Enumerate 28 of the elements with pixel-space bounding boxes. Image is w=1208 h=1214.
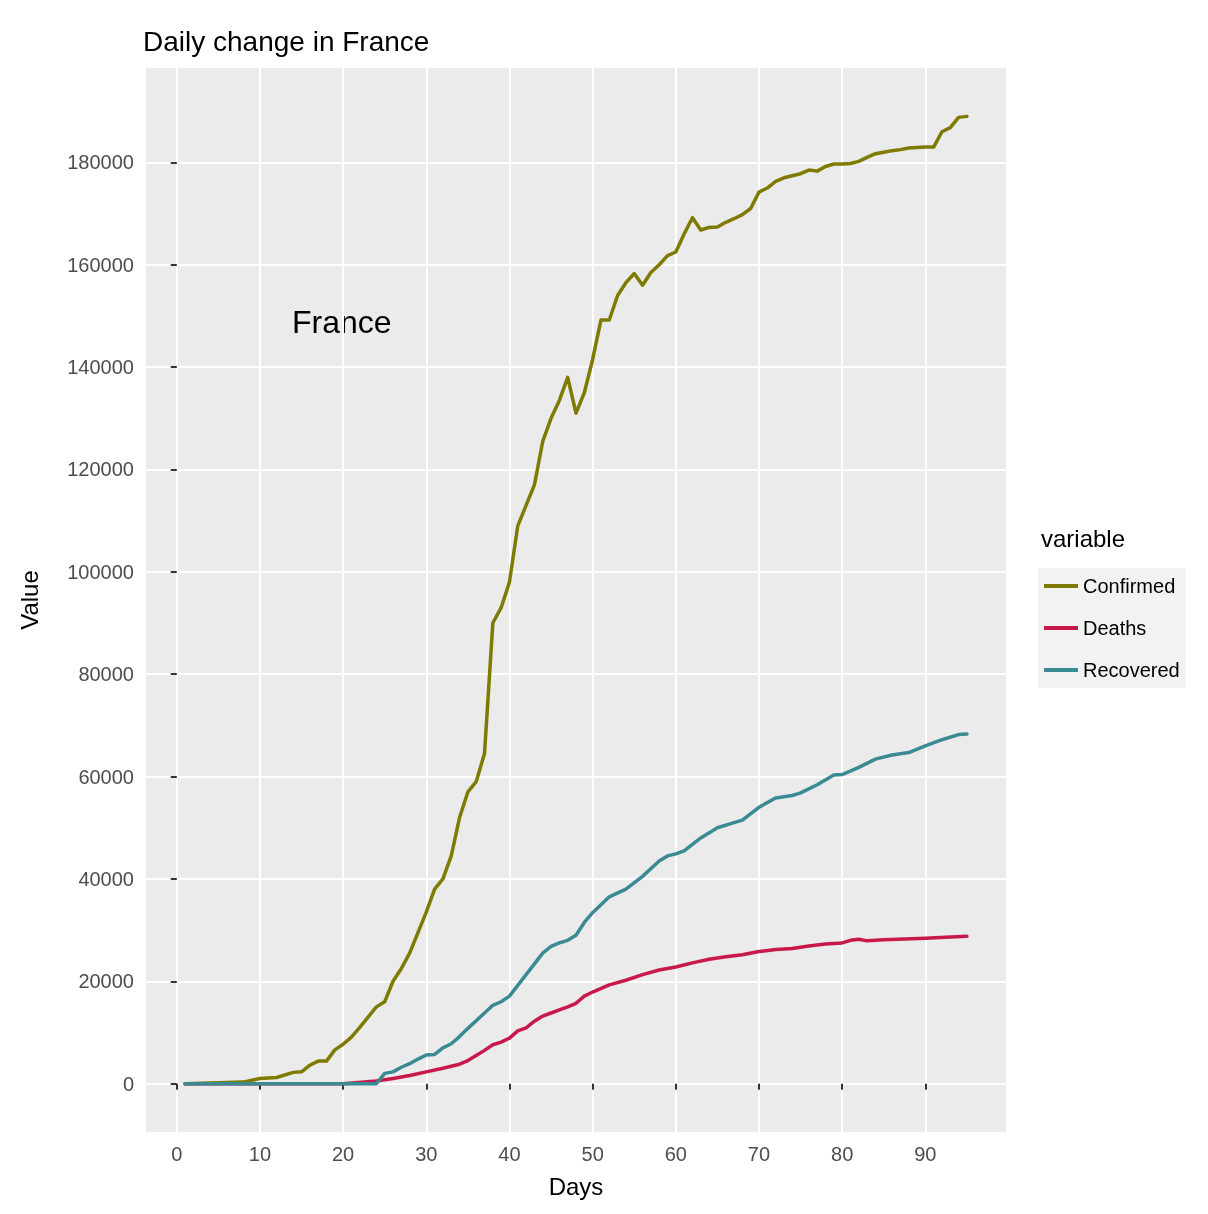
y-tick-label: 60000 <box>78 765 134 788</box>
y-tick-label: 20000 <box>78 970 134 993</box>
y-tick-label: 80000 <box>78 663 134 686</box>
y-tick-label: 40000 <box>78 867 134 890</box>
y-tick-label: 180000 <box>67 151 134 174</box>
x-tick-label: 80 <box>831 1143 854 1165</box>
legend-label: Recovered <box>1083 659 1180 681</box>
line-series <box>183 732 969 1086</box>
x-tick-label: 20 <box>331 1143 355 1165</box>
x-tick-label: 50 <box>581 1143 604 1165</box>
x-tick-label: 90 <box>914 1143 937 1165</box>
legend-title: variable <box>1041 524 1126 552</box>
x-tick-label: 0 <box>171 1143 183 1165</box>
x-tick-label: 70 <box>747 1143 771 1165</box>
y-tick-label: 100000 <box>67 560 134 583</box>
x-axis-title: Days <box>548 1172 604 1200</box>
y-tick-label: 0 <box>122 1072 134 1095</box>
x-tick-label: 40 <box>498 1143 521 1165</box>
x-tick-label: 10 <box>248 1143 272 1165</box>
x-tick-label: 30 <box>415 1143 438 1165</box>
y-axis-title: Value <box>15 570 43 630</box>
chart-title: Daily change in France <box>143 25 430 57</box>
legend-label: Deaths <box>1083 617 1147 639</box>
y-tick-label: 120000 <box>67 458 134 481</box>
y-tick-label: 160000 <box>67 253 134 276</box>
legend-label: Confirmed <box>1083 575 1176 597</box>
x-tick-label: 60 <box>664 1143 687 1165</box>
y-tick-label: 140000 <box>67 356 134 379</box>
